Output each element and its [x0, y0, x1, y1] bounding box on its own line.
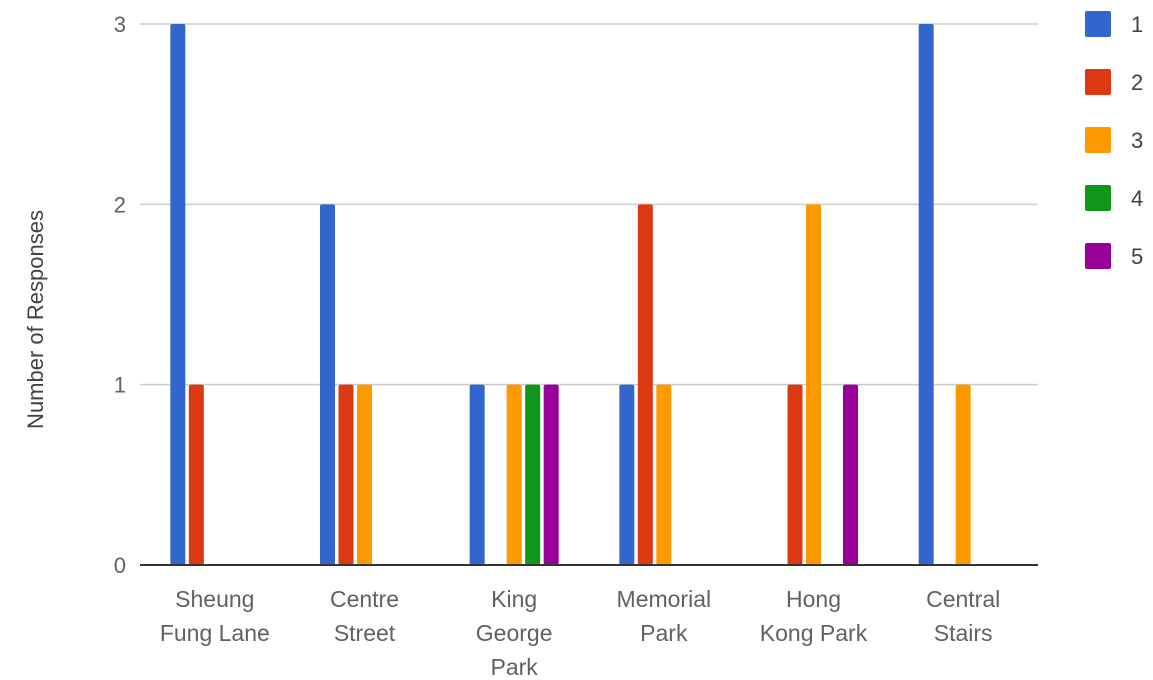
- bar-series-1-cat-1: [320, 204, 335, 566]
- x-tick-label: King: [491, 586, 537, 612]
- x-tick-label: Park: [640, 620, 688, 646]
- x-tick-label: Sheung: [175, 586, 254, 612]
- y-tick-label: 1: [114, 373, 126, 398]
- x-tick-label: Hong: [786, 586, 841, 612]
- gridlines: [140, 23, 1038, 386]
- bar-series-3-cat-3: [656, 384, 672, 565]
- bar-series-5-cat-2: [543, 384, 559, 565]
- x-tick-label: Kong Park: [760, 620, 868, 646]
- y-tick-label: 0: [114, 553, 126, 578]
- x-tick-label: Street: [334, 620, 396, 646]
- x-tick-label: Centre: [330, 586, 399, 612]
- x-axis-labels: Sheung Fung Lane Centre Street King George Par…: [160, 586, 1000, 680]
- x-tick-label: Park: [491, 654, 539, 680]
- bar-series-2-cat-1: [338, 384, 354, 565]
- legend-label-5: 5: [1131, 244, 1143, 269]
- bar-series-3-cat-1: [357, 384, 372, 565]
- bars: [170, 24, 971, 566]
- bar-series-3-cat-4: [806, 204, 821, 566]
- bar-series-1-cat-0: [170, 24, 186, 565]
- x-tick-label: George: [476, 620, 553, 646]
- legend-swatch-4: [1085, 185, 1111, 211]
- y-axis-ticks: 0 1 2 3: [114, 12, 126, 578]
- bar-series-5-cat-4: [843, 384, 858, 565]
- bar-series-4-cat-2: [525, 384, 541, 565]
- bar-series-2-cat-3: [637, 204, 653, 566]
- x-tick-label: Memorial: [617, 586, 712, 612]
- y-tick-label: 2: [114, 192, 126, 217]
- bar-series-1-cat-3: [619, 384, 635, 565]
- y-axis-title: Number of Responses: [23, 210, 48, 429]
- legend: 1 2 3 4 5: [1085, 11, 1143, 269]
- legend-label-3: 3: [1131, 128, 1143, 153]
- bar-series-2-cat-4: [787, 384, 803, 565]
- x-tick-label: Stairs: [934, 620, 993, 646]
- bar-series-3-cat-5: [955, 384, 971, 565]
- legend-label-1: 1: [1131, 12, 1143, 37]
- legend-swatch-1: [1085, 11, 1111, 37]
- x-tick-label: Central: [926, 586, 1000, 612]
- bar-series-2-cat-0: [188, 384, 204, 565]
- legend-swatch-2: [1085, 69, 1111, 95]
- bar-series-1-cat-5: [918, 24, 934, 565]
- bar-series-3-cat-2: [506, 384, 522, 565]
- legend-swatch-3: [1085, 127, 1111, 153]
- x-tick-label: Fung Lane: [160, 620, 270, 646]
- y-tick-label: 3: [114, 12, 126, 37]
- legend-swatch-5: [1085, 243, 1111, 269]
- legend-label-4: 4: [1131, 186, 1143, 211]
- legend-label-2: 2: [1131, 70, 1143, 95]
- bar-series-1-cat-2: [469, 384, 485, 565]
